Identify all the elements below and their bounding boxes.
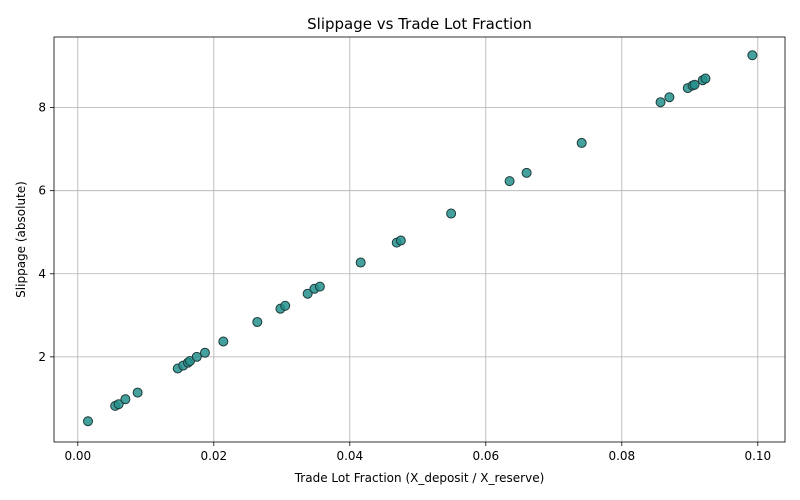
data-point [199, 347, 210, 358]
x-tick-label: 0.08 [608, 449, 635, 463]
y-tick-label: 4 [38, 267, 46, 281]
data-point [700, 73, 711, 84]
data-point [120, 394, 131, 405]
data-point [664, 92, 675, 103]
data-point [132, 387, 143, 398]
data-point [504, 176, 515, 187]
data-point [280, 300, 291, 311]
y-tick-label: 8 [38, 101, 46, 115]
data-point [113, 399, 124, 410]
y-axis-label: Slippage (absolute) [14, 181, 28, 298]
data-point [395, 235, 406, 246]
y-tick-label: 2 [38, 350, 46, 364]
x-axis-label: Trade Lot Fraction (X_deposit / X_reserv… [294, 471, 545, 485]
data-point [252, 316, 263, 327]
data-point [83, 416, 93, 427]
data-point [191, 351, 202, 362]
data-point [689, 79, 700, 90]
data-point [655, 97, 666, 108]
x-tick-label: 0.06 [472, 449, 499, 463]
x-tick-label: 0.10 [744, 449, 771, 463]
x-tick-label: 0.04 [336, 449, 363, 463]
chart-title: Slippage vs Trade Lot Fraction [307, 15, 532, 33]
data-point [747, 50, 758, 61]
plot-frame [53, 36, 786, 443]
data-point [355, 257, 366, 268]
data-point [446, 208, 457, 219]
x-tick-label: 0.02 [200, 449, 227, 463]
data-point [302, 288, 313, 299]
y-tick-label: 6 [38, 184, 46, 198]
x-axis-ticks: 0.00 0.02 0.04 0.06 0.08 0.10 [64, 442, 771, 463]
data-points [83, 50, 758, 427]
grid-lines [54, 37, 785, 442]
data-point [521, 167, 532, 178]
data-point [576, 137, 587, 148]
y-axis-ticks: 2 4 6 8 [38, 101, 54, 364]
x-tick-label: 0.00 [64, 449, 91, 463]
data-point [218, 336, 229, 347]
data-point [314, 281, 325, 292]
